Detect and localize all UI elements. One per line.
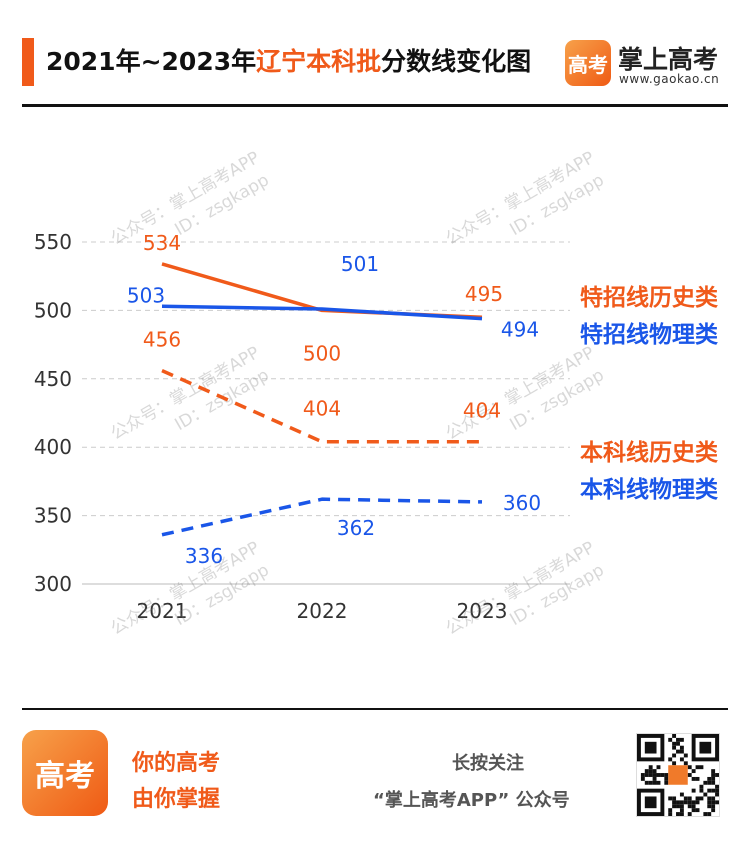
- legend-entry: 本科线历史类: [580, 439, 718, 466]
- y-axis-ticks: 300 350 400 450 500 550: [34, 230, 72, 596]
- y-tick-label: 500: [34, 298, 72, 322]
- x-tick-label: 2023: [457, 599, 508, 623]
- follow-text: 长按关注: [452, 753, 524, 774]
- data-label: 501: [341, 252, 379, 276]
- brand-logo-icon: 高考: [565, 40, 611, 86]
- y-tick-label: 350: [34, 504, 72, 528]
- data-label: 404: [463, 399, 501, 423]
- y-tick-label: 550: [34, 230, 72, 254]
- data-label: 456: [143, 328, 181, 352]
- data-label: 495: [465, 282, 503, 306]
- title-accent-bar: [22, 38, 34, 86]
- data-label: 494: [501, 318, 539, 342]
- data-label: 503: [127, 283, 165, 307]
- x-tick-label: 2021: [137, 599, 188, 623]
- y-tick-label: 450: [34, 367, 72, 391]
- data-label: 336: [185, 544, 223, 568]
- series-line-本科线物理类: [161, 497, 483, 537]
- x-tick-label: 2022: [297, 599, 348, 623]
- legend-entry: 特招线物理类: [580, 321, 718, 348]
- series-line-特招线物理类: [161, 304, 483, 321]
- data-label: 362: [337, 516, 375, 540]
- series-line-本科线历史类: [161, 368, 482, 444]
- data-label: 500: [303, 341, 341, 365]
- data-label: 534: [143, 231, 181, 255]
- series-lines: [161, 262, 483, 537]
- y-tick-label: 300: [34, 572, 72, 596]
- slogan-line-2: 由你掌握: [132, 787, 221, 812]
- page-title: 2021年~2023年辽宁本科批分数线变化图: [46, 47, 532, 76]
- legend-entry: 特招线历史类: [580, 284, 718, 311]
- header-divider: [22, 104, 728, 107]
- x-axis-ticks: 2021 2022 2023: [137, 599, 508, 623]
- y-tick-label: 400: [34, 435, 72, 459]
- data-label: 360: [503, 491, 541, 515]
- footer-divider: [22, 708, 728, 710]
- brand-domain: www.gaokao.cn: [619, 72, 720, 86]
- brand-name: 掌上高考: [618, 45, 719, 74]
- line-chart: 300 350 400 450 500 550 2021 2022 2023 公众号：掌上高考…: [34, 148, 718, 639]
- account-text: “掌上高考APP” 公众号: [373, 790, 570, 811]
- slogan-line-1: 你的高考: [132, 751, 221, 776]
- data-label: 404: [303, 397, 341, 421]
- legend-entry: 本科线物理类: [580, 476, 718, 503]
- app-logo-icon: 高考: [22, 730, 108, 816]
- qr-code-icon[interactable]: [636, 733, 720, 817]
- data-labels: 534 500 495 503 501 494 456 404 404 336 362 360: [127, 231, 541, 568]
